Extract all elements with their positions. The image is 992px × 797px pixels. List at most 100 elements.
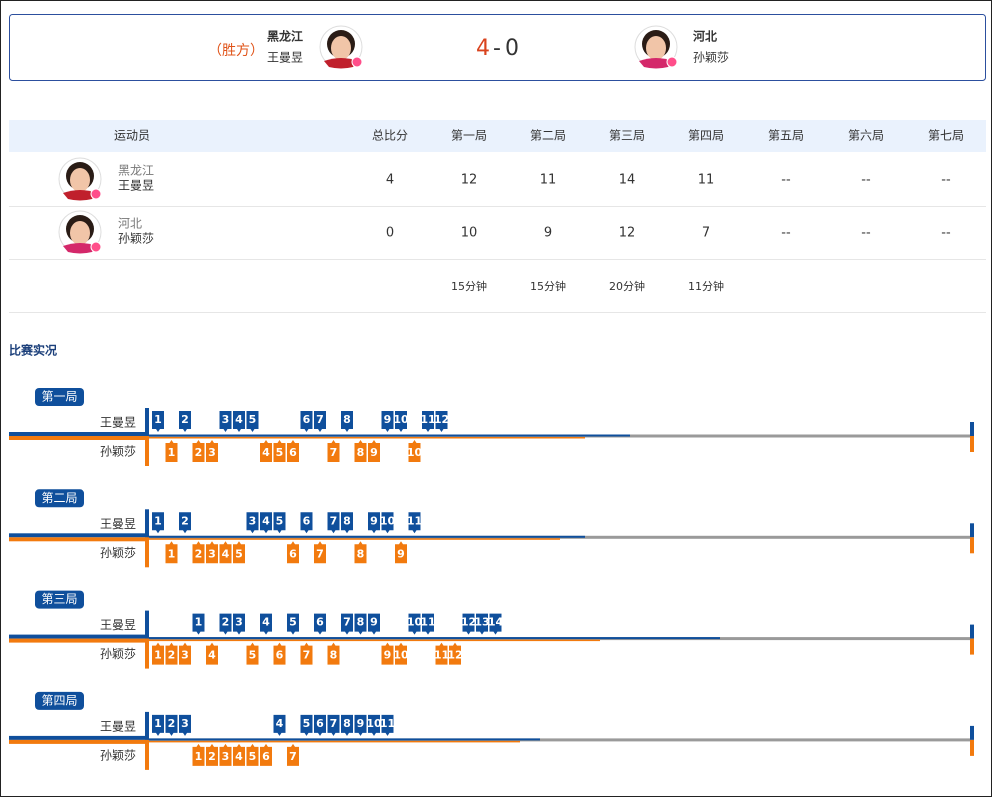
point-flag — [219, 541, 232, 564]
point-label: 6 — [303, 413, 311, 426]
point-flag — [341, 613, 353, 635]
score-cell: 11 — [540, 173, 557, 188]
point-flag — [476, 613, 488, 635]
point-flag — [435, 411, 448, 432]
point-flag — [422, 411, 434, 432]
point-label: 8 — [343, 413, 351, 426]
score-cell: -- — [781, 173, 791, 188]
point-label: 9 — [397, 547, 405, 560]
game-pill — [35, 489, 84, 508]
point-flag — [219, 743, 232, 766]
avatar-face — [331, 36, 351, 60]
avatar — [58, 210, 102, 254]
line-blue — [147, 637, 720, 640]
point-label: 5 — [235, 547, 243, 560]
point-label: 10 — [366, 717, 382, 730]
point-label: 9 — [370, 514, 378, 527]
bar-blue — [9, 735, 149, 740]
column-header: 运动员 — [114, 129, 150, 143]
point-flag — [449, 642, 461, 665]
point-label: 8 — [357, 547, 365, 560]
end-orange — [970, 537, 974, 554]
point-label: 4 — [262, 616, 270, 629]
score-cell: -- — [781, 226, 791, 241]
column-header: 第二局 — [530, 129, 566, 143]
score-sep: - — [493, 36, 501, 61]
point-label: 9 — [370, 446, 378, 459]
point-label: 6 — [289, 446, 297, 459]
point-flag — [233, 613, 245, 635]
bar-orange — [145, 436, 149, 466]
point-label: 8 — [330, 649, 338, 662]
point-label: 7 — [330, 446, 338, 459]
point-label: 6 — [289, 547, 297, 560]
line-blue — [147, 535, 585, 538]
player: 王曼昱 — [100, 517, 136, 531]
point-label: 9 — [384, 649, 392, 662]
bar-orange — [145, 739, 149, 770]
line-orange — [147, 639, 600, 642]
point-flag — [273, 440, 286, 462]
point-flag — [287, 613, 299, 635]
end-orange — [970, 638, 974, 655]
point-label: 8 — [357, 616, 365, 629]
duration: 20分钟 — [609, 279, 645, 293]
point-label: 8 — [343, 717, 351, 730]
avatar — [319, 25, 363, 69]
point-flag — [381, 642, 394, 665]
bar-blue — [145, 408, 149, 436]
avatar — [58, 157, 102, 201]
score-cell: 0 — [386, 226, 394, 241]
point-flag — [233, 743, 245, 766]
point-label: 1 — [168, 547, 176, 560]
bar-blue — [9, 634, 149, 639]
point-label: 3 — [181, 649, 189, 662]
point-label: 3 — [222, 750, 230, 763]
point-flag — [152, 714, 164, 736]
point-flag — [192, 613, 205, 635]
point-label: 4 — [262, 446, 270, 459]
point-flag — [354, 714, 367, 736]
point-label: 4 — [262, 514, 270, 527]
point-flag — [381, 411, 394, 432]
score-cell: 14 — [619, 173, 636, 188]
column-header: 第七局 — [928, 129, 964, 143]
point-flag — [246, 512, 259, 534]
point-label: 1 — [168, 446, 176, 459]
point-flag — [395, 411, 407, 432]
point-flag — [327, 512, 340, 534]
point-label: 11 — [420, 616, 435, 629]
line-orange — [147, 437, 585, 439]
end-blue — [970, 624, 974, 639]
point-label: 6 — [316, 717, 324, 730]
avatar-face — [70, 168, 90, 192]
avatar-face — [646, 36, 666, 60]
end-blue — [970, 523, 974, 538]
point-flag — [381, 512, 394, 534]
point-flag — [165, 642, 178, 665]
point-label: 11 — [380, 717, 395, 730]
avatar-badge — [90, 188, 102, 200]
player: 孙颖莎 — [693, 51, 729, 65]
line-blue — [147, 434, 630, 437]
point-label: 6 — [262, 750, 270, 763]
line-orange — [147, 740, 520, 743]
avatar-badge — [666, 56, 678, 68]
point-label: 2 — [181, 514, 189, 527]
point-flag — [246, 743, 259, 766]
point-flag — [273, 512, 286, 534]
point-flag — [287, 440, 299, 462]
point-label: 11 — [407, 514, 422, 527]
point-flag — [192, 440, 205, 462]
game-pill — [35, 691, 84, 710]
bar-orange — [9, 739, 149, 744]
point-label: 5 — [249, 413, 257, 426]
avatar-shirt — [324, 58, 358, 69]
player: 王曼昱 — [100, 719, 136, 733]
point-flag — [165, 541, 178, 564]
point-flag — [192, 541, 205, 564]
bar-orange — [9, 638, 149, 643]
point-label: 2 — [168, 717, 176, 730]
point-flag — [152, 642, 164, 665]
point-flag — [354, 440, 367, 462]
